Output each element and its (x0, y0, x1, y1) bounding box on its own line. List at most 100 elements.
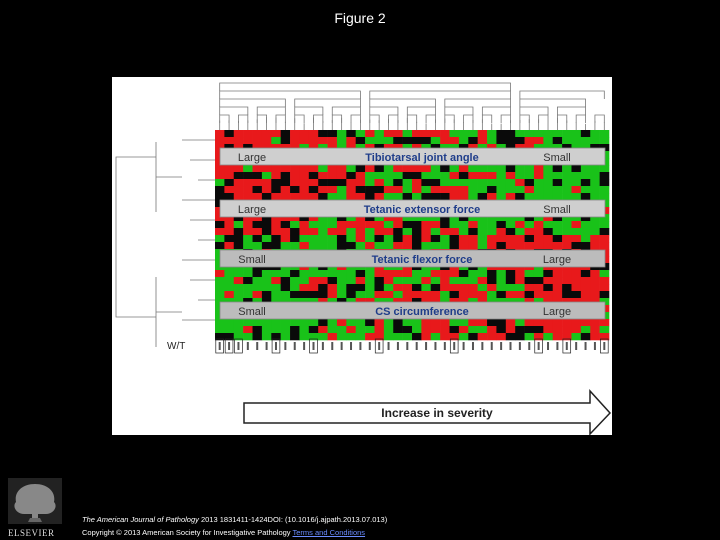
heatmap-cell (468, 270, 478, 278)
heatmap-cell (552, 228, 563, 236)
heatmap-cell (299, 235, 310, 243)
column-label-box (309, 338, 318, 354)
dendrogram-branch (294, 106, 324, 115)
heatmap-cell (590, 228, 600, 236)
heatmap-cell (299, 221, 310, 229)
heatmap-cell (468, 284, 478, 292)
column-label (528, 342, 531, 350)
heatmap-cell (374, 291, 385, 299)
heatmap-cell (327, 270, 338, 278)
column-label (575, 342, 578, 350)
heatmap-cell (412, 137, 422, 145)
column-label-mark (415, 342, 418, 350)
heatmap-cell (280, 172, 291, 180)
heatmap-cell (280, 333, 291, 341)
heatmap-cell (580, 228, 591, 236)
heatmap-cell (515, 326, 525, 334)
heatmap-cell (233, 214, 244, 222)
heatmap-cell (412, 221, 422, 229)
heatmap-cell (430, 137, 441, 145)
heatmap-cell (318, 235, 328, 243)
heatmap-cell (336, 165, 347, 173)
heatmap-cell (552, 319, 563, 327)
heatmap-figure: Large Tibiotarsal joint angle Small Large Te… (112, 77, 612, 435)
heatmap-cell (449, 284, 460, 292)
column-label (584, 342, 587, 350)
heatmap-cell (383, 221, 394, 229)
heatmap-cell (552, 291, 563, 299)
heatmap-cell (487, 277, 497, 285)
column-label-mark (481, 342, 484, 350)
heatmap-cell (524, 326, 535, 334)
heatmap-cell (449, 165, 460, 173)
heatmap-cell (327, 186, 338, 194)
heatmap-cell (280, 277, 291, 285)
heatmap-cell (402, 228, 413, 236)
heatmap-cell (224, 242, 235, 250)
band-background (219, 249, 606, 268)
heatmap-cell (412, 172, 422, 180)
column-label (462, 342, 465, 350)
heatmap-cell (327, 130, 338, 138)
heatmap-cell (233, 270, 244, 278)
heatmap-cell (458, 333, 469, 341)
heatmap-cell (430, 165, 441, 173)
heatmap-cell (346, 235, 357, 243)
heatmap-cell (440, 221, 450, 229)
band-left-label: Large (238, 152, 266, 164)
heatmap-cell (524, 284, 535, 292)
heatmap-cell (402, 242, 413, 250)
heatmap-cell (318, 326, 328, 334)
column-label-mark (387, 342, 390, 350)
heatmap-cell (383, 193, 394, 201)
heatmap-cell (543, 326, 554, 334)
terms-link[interactable]: Terms and Conditions (292, 528, 366, 537)
heatmap-cell (468, 221, 478, 229)
heatmap-cell (421, 137, 432, 145)
heatmap-cell (515, 179, 525, 187)
heatmap-cell (533, 242, 544, 250)
heatmap-cell (374, 333, 385, 341)
heatmap-cell (215, 221, 225, 229)
heatmap-cell (515, 277, 525, 285)
heatmap-cell (233, 319, 244, 327)
heatmap-cell (252, 186, 263, 194)
heatmap-cell (224, 319, 235, 327)
heatmap-cell (383, 179, 394, 187)
column-label (215, 338, 224, 354)
heatmap-cell (487, 130, 497, 138)
heatmap-cell (365, 193, 375, 201)
heatmap-cell (327, 214, 338, 222)
heatmap-cell (533, 165, 544, 173)
heatmap-cell (477, 284, 488, 292)
heatmap-cell (421, 172, 432, 180)
heatmap-cell (365, 333, 375, 341)
column-label-mark (556, 342, 559, 350)
heatmap-cell (318, 214, 328, 222)
heatmap-cell (562, 333, 572, 341)
column-label-mark (453, 342, 456, 350)
heatmap-cell (458, 319, 469, 327)
heatmap-cell (215, 193, 225, 201)
heatmap-cell (477, 270, 488, 278)
column-label (234, 338, 243, 354)
heatmap-cell (421, 270, 432, 278)
heatmap-cell (271, 228, 281, 236)
heatmap-cell (599, 277, 610, 285)
column-label (509, 342, 512, 350)
heatmap-cell (346, 179, 357, 187)
heatmap-cell (440, 326, 450, 334)
heatmap-cell (374, 186, 385, 194)
heatmap-cell (346, 172, 357, 180)
heatmap-cell (336, 235, 347, 243)
heatmap-cell (571, 172, 582, 180)
column-label (256, 342, 259, 350)
heatmap-cell (224, 193, 235, 201)
heatmap-cell (421, 179, 432, 187)
band-center-label: Tibiotarsal joint angle (365, 152, 478, 164)
heatmap-cell (477, 186, 488, 194)
heatmap-cell (393, 326, 403, 334)
heatmap-cell (374, 130, 385, 138)
heatmap-cell (430, 333, 441, 341)
heatmap-cell (580, 214, 591, 222)
